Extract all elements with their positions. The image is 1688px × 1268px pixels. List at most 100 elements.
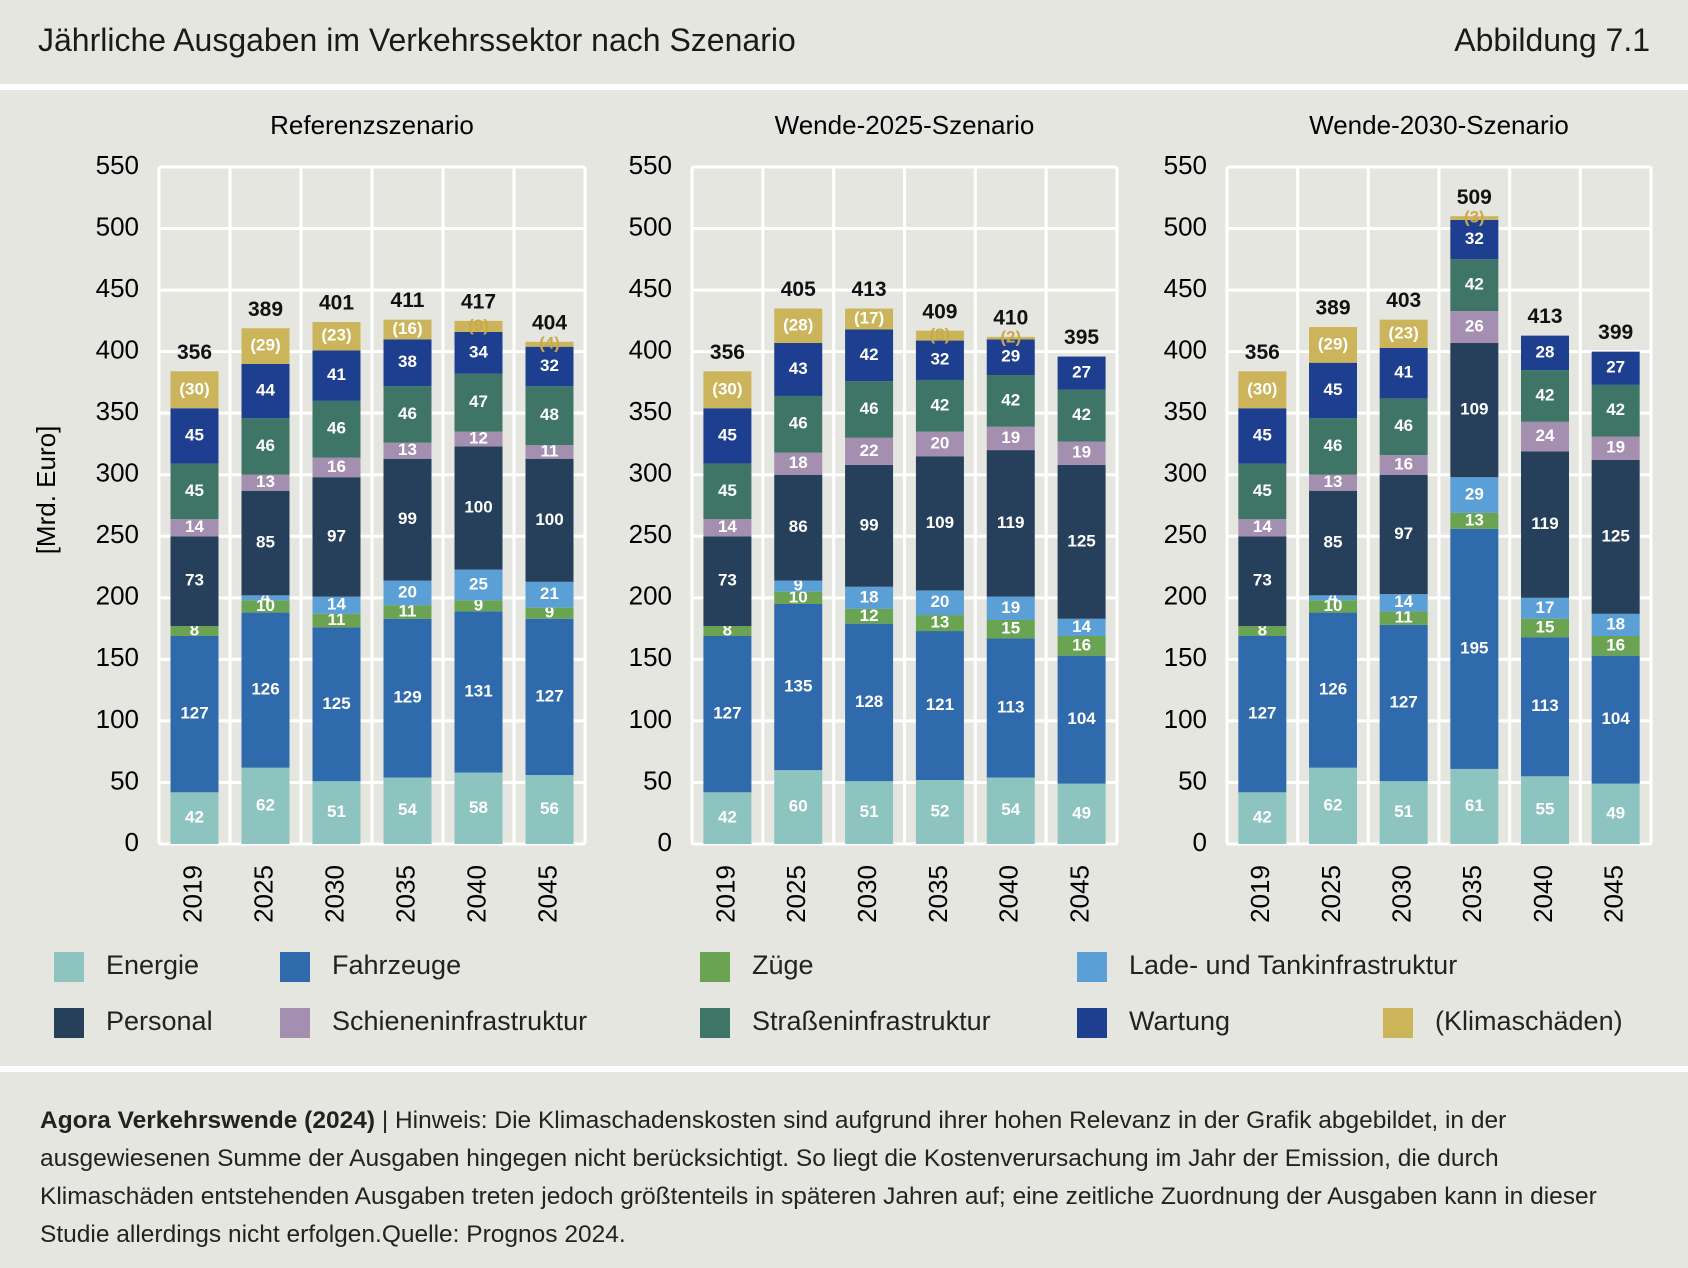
value-label: 100	[535, 510, 563, 529]
bar-segment	[1309, 474, 1357, 491]
value-label: 42	[860, 345, 879, 364]
value-label: 97	[327, 526, 346, 545]
value-label: 109	[1460, 400, 1488, 419]
bar-segment	[915, 615, 964, 632]
legend-label: Straßeninfrastruktur	[752, 1006, 991, 1036]
bar-segment	[915, 379, 964, 432]
bar-segment	[525, 341, 574, 347]
bar-segment	[454, 600, 503, 612]
value-label: 46	[860, 399, 879, 418]
bar-segment	[1309, 418, 1357, 475]
value-label: 11	[1395, 608, 1413, 627]
value-label: 121	[926, 695, 954, 714]
value-label: 99	[860, 515, 879, 534]
bar-segment	[383, 777, 432, 844]
bar-segment	[170, 635, 219, 793]
value-label: 104	[1601, 709, 1630, 728]
value-label: 119	[1531, 514, 1558, 533]
value-label: 44	[256, 381, 275, 400]
bar-segment	[915, 456, 964, 591]
y-tick-label: 0	[658, 827, 672, 857]
y-tick-label: 100	[1164, 704, 1207, 734]
x-tick-label: 2040	[1528, 865, 1558, 923]
value-label: 62	[256, 795, 275, 814]
bar-segment	[1521, 637, 1569, 777]
bar-segment	[170, 371, 219, 409]
y-tick-label: 450	[1164, 273, 1207, 303]
legend-label: Fahrzeuge	[332, 950, 461, 980]
value-label: 45	[185, 481, 204, 500]
y-tick-label: 350	[96, 396, 139, 426]
value-label: 11	[399, 601, 417, 620]
value-label: 32	[1465, 229, 1484, 248]
value-label: 100	[464, 497, 492, 516]
y-tick-label: 450	[96, 273, 139, 303]
bar-segment	[1450, 216, 1499, 220]
value-label: 60	[789, 797, 808, 816]
value-label: 45	[185, 425, 204, 444]
value-label: 41	[1394, 363, 1413, 382]
y-tick-label: 550	[96, 150, 139, 180]
bar-segment	[1309, 600, 1357, 613]
bar-segment	[312, 350, 361, 401]
legend-swatch	[700, 952, 730, 982]
bar-segment	[1379, 611, 1428, 625]
y-tick-label: 400	[96, 335, 139, 365]
value-label: 42	[1001, 390, 1020, 409]
bar-segment	[1238, 463, 1287, 520]
panel-title: Wende-2025-Szenario	[775, 110, 1035, 140]
y-tick-label: 250	[1164, 519, 1207, 549]
value-label: 22	[860, 441, 879, 460]
bar-segment	[312, 322, 361, 351]
bar-segment	[383, 442, 432, 459]
bar-segment	[312, 613, 361, 628]
value-label: 46	[327, 419, 346, 438]
value-label: 4	[1328, 587, 1338, 606]
legend-label: Energie	[106, 950, 199, 980]
bar-segment	[1521, 421, 1569, 452]
total-label: 395	[1064, 326, 1099, 349]
y-tick-label: 50	[110, 765, 139, 795]
bar-segment	[845, 608, 894, 624]
bar-segment	[1057, 389, 1106, 442]
bar-segment	[703, 408, 752, 464]
value-label: (4)	[539, 334, 560, 353]
bar-segment	[1591, 783, 1640, 844]
y-tick-label: 400	[1164, 335, 1207, 365]
value-label: 14	[327, 595, 346, 614]
bar-segment	[1450, 219, 1499, 260]
value-label: 42	[1606, 400, 1625, 419]
bar-segment	[986, 777, 1035, 844]
y-tick-label: 500	[1164, 211, 1207, 241]
bar-segment	[1238, 536, 1287, 627]
bar-segment	[525, 775, 574, 844]
value-label: 46	[398, 404, 417, 423]
value-label: 47	[469, 392, 488, 411]
value-label: 56	[540, 799, 559, 818]
bar-segment	[845, 381, 894, 438]
bar-segment	[312, 627, 361, 782]
value-label: (30)	[1247, 379, 1277, 398]
value-label: 20	[930, 592, 949, 611]
bar-segment	[383, 319, 432, 340]
bar-segment	[915, 340, 964, 380]
value-label: 13	[930, 613, 949, 632]
value-label: 46	[789, 414, 808, 433]
value-label: 45	[1253, 425, 1272, 444]
bar-segment	[703, 463, 752, 520]
value-label: 127	[1248, 704, 1276, 723]
value-label: 25	[469, 574, 488, 593]
value-label: 135	[784, 677, 812, 696]
value-label: 195	[1460, 638, 1488, 657]
bar-segment	[1309, 767, 1357, 844]
bar-segment	[703, 626, 752, 636]
value-label: 27	[1072, 363, 1091, 382]
bar-segment	[383, 458, 432, 581]
value-label: 73	[185, 571, 204, 590]
x-tick-label: 2030	[319, 865, 349, 923]
x-tick-label: 2025	[1316, 865, 1346, 923]
value-label: 16	[1606, 635, 1625, 654]
bar-segment	[170, 519, 219, 537]
bar-segment	[774, 591, 823, 604]
bar-segment	[454, 569, 503, 601]
